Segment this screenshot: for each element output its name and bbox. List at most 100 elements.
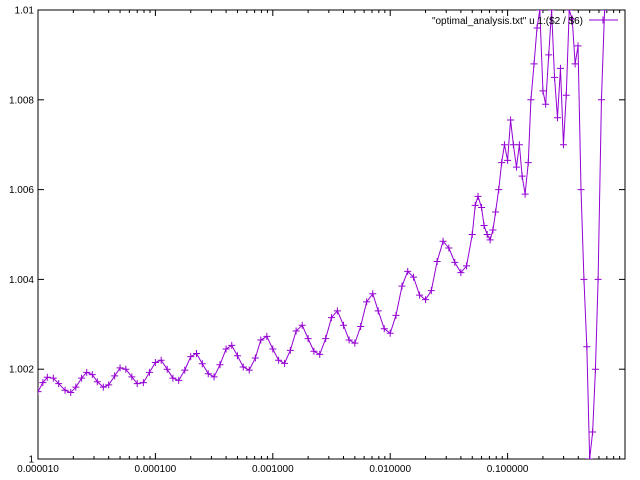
data-point-marker <box>374 307 382 315</box>
data-point-marker <box>553 114 561 122</box>
legend-marker <box>599 16 607 24</box>
y-tick-label: 1.01 <box>15 6 35 17</box>
data-point-marker <box>495 186 503 194</box>
x-tick-label: 0.010000 <box>369 464 411 475</box>
data-point-marker <box>116 364 124 372</box>
data-point-marker <box>357 323 365 331</box>
series-layer <box>38 10 609 459</box>
data-point-marker <box>369 290 377 298</box>
data-point-marker <box>539 87 547 95</box>
x-tick-label: 0.100000 <box>487 464 529 475</box>
data-point-marker <box>157 356 165 364</box>
data-point-marker <box>410 273 418 281</box>
data-point-marker <box>559 141 567 149</box>
data-point-marker <box>204 370 212 378</box>
data-point-marker <box>345 336 353 344</box>
data-point-marker <box>478 204 486 212</box>
data-point-marker <box>39 379 47 387</box>
data-point-marker <box>263 332 271 340</box>
data-point-marker <box>583 343 591 351</box>
data-point-marker <box>304 335 312 343</box>
data-point-marker <box>83 368 91 376</box>
data-point-marker <box>457 269 465 277</box>
data-point-marker <box>55 380 63 388</box>
data-point-marker <box>169 374 177 382</box>
data-point-marker <box>445 244 453 252</box>
data-point-marker <box>310 347 318 355</box>
x-tick-label: 0.000010 <box>17 464 59 475</box>
data-point-marker <box>175 376 183 384</box>
data-point-marker <box>251 354 259 362</box>
data-point-marker <box>480 222 488 230</box>
data-point-marker <box>275 356 283 364</box>
data-point-marker <box>245 366 253 374</box>
data-point-marker <box>589 428 597 436</box>
data-point-marker <box>281 359 289 367</box>
y-tick-label: 1.006 <box>9 185 34 196</box>
data-point-marker <box>145 368 153 376</box>
data-point-marker <box>536 10 544 14</box>
data-point-marker <box>498 159 506 167</box>
data-point-marker <box>515 141 523 149</box>
data-point-marker <box>433 257 441 265</box>
axis-ticks: 0.000010 0.000100 0.001000 0.010000 0.100000… <box>9 6 625 475</box>
x-tick-label: 0.000100 <box>135 464 177 475</box>
data-point-marker <box>571 60 579 68</box>
data-point-marker <box>386 329 394 337</box>
data-point-marker <box>139 379 147 387</box>
data-point-marker <box>471 201 479 209</box>
data-point-marker <box>239 363 247 371</box>
data-point-marker <box>580 275 588 283</box>
data-point-marker <box>292 327 300 335</box>
data-point-marker <box>67 389 75 397</box>
data-point-marker <box>38 388 42 396</box>
data-point-marker <box>351 339 359 347</box>
data-point-marker <box>222 345 230 353</box>
data-point-marker <box>333 307 341 315</box>
data-point-marker <box>316 350 324 358</box>
data-point-marker <box>597 96 605 104</box>
data-point-marker <box>49 374 57 382</box>
data-point-marker <box>93 378 101 386</box>
data-point-marker <box>128 373 136 381</box>
data-point-marker <box>586 455 594 459</box>
data-point-marker <box>489 226 497 234</box>
data-point-marker <box>601 10 609 14</box>
data-point-marker <box>233 352 241 360</box>
data-point-marker <box>210 373 218 381</box>
data-point-marker <box>380 325 388 333</box>
data-point-marker <box>530 60 538 68</box>
data-point-marker <box>339 321 347 329</box>
data-point-marker <box>422 296 430 304</box>
data-point-marker <box>518 172 526 180</box>
data-point-marker <box>524 159 532 167</box>
data-point-marker <box>533 24 541 32</box>
data-point-marker <box>404 267 412 275</box>
data-point-marker <box>61 386 69 394</box>
data-point-marker <box>133 380 141 388</box>
data-point-marker <box>43 373 51 381</box>
data-point-marker <box>548 10 556 14</box>
data-point-marker <box>416 291 424 299</box>
data-point-marker <box>363 298 371 306</box>
data-point-marker <box>286 346 294 354</box>
data-point-marker <box>492 208 500 216</box>
y-tick-label: 1.008 <box>9 95 34 106</box>
data-point-marker <box>474 192 482 200</box>
series-line <box>38 10 606 459</box>
data-point-marker <box>463 262 471 270</box>
y-tick-label: 1 <box>28 455 34 466</box>
data-point-marker <box>527 96 535 104</box>
data-point-marker <box>594 275 602 283</box>
data-point-marker <box>72 383 80 391</box>
data-point-marker <box>193 349 201 357</box>
data-point-marker <box>486 236 494 244</box>
data-point-marker <box>509 141 517 149</box>
data-point-marker <box>562 91 570 99</box>
data-point-marker <box>512 163 520 171</box>
data-point-marker <box>591 365 599 373</box>
data-point-marker <box>111 372 119 380</box>
data-point-marker <box>228 341 236 349</box>
data-point-marker <box>392 311 400 319</box>
